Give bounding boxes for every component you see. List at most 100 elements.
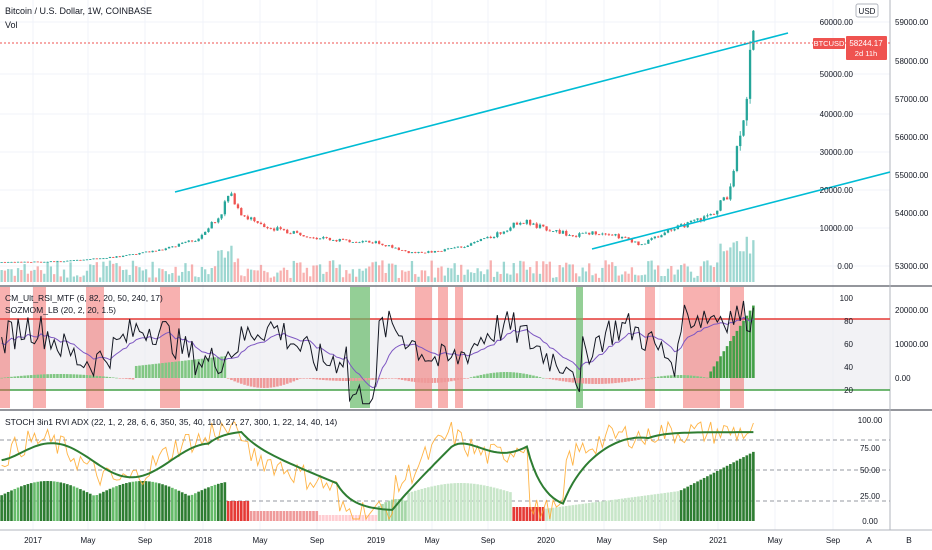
volume-bar [345,270,348,282]
momentum-bar [285,378,289,384]
time-axis-label: May [596,536,611,545]
volume-bar [381,260,384,282]
momentum-bar [607,378,611,384]
momentum-bar [640,378,644,380]
rsi-indicator-title[interactable]: CM_Ult_RSI_MTF (6, 82, 20, 50, 240, 17) [5,293,163,303]
volume-bar [7,269,10,282]
momentum-bar [384,378,388,379]
volume-bar [23,264,26,282]
candle-body [611,234,614,236]
volume-bar [246,268,249,282]
volume-bar [634,274,637,282]
upper-trendline[interactable] [174,32,789,193]
volume-bar [355,276,358,282]
volume-bar [197,277,200,282]
momentum-bar [496,372,499,378]
candle-body [20,261,23,263]
stoch-bar [262,511,266,521]
momentum-indicator-title[interactable]: SOZMOM_LB (20, 2, 20, 1.5) [5,305,116,315]
momentum-bar [289,378,292,383]
auto-scale-button[interactable]: A [866,535,872,545]
stoch-bar [239,501,243,521]
lower-trendline[interactable] [591,171,891,250]
candle-body [26,261,30,263]
momentum-bar [578,378,581,384]
volume-bar [420,270,423,282]
stoch-axis-label: 75.00 [860,444,881,453]
volume-bar [279,270,282,282]
momentum-bar [20,375,23,378]
stoch-bar [230,501,233,521]
volume-bar [492,276,496,282]
volume-bar [397,277,400,282]
stoch-bar [46,481,49,521]
momentum-bar [647,378,650,379]
momentum-bar [29,375,33,378]
symbol-title[interactable]: Bitcoin / U.S. Dollar, 1W, COINBASE [5,6,152,16]
momentum-bar [118,378,122,379]
candle-body [538,224,542,228]
momentum-bar [312,378,315,380]
candle-body [115,256,118,258]
volume-bar [387,263,391,282]
momentum-bar [518,373,522,378]
momentum-bar [627,378,630,382]
rsi-axis[interactable]: 100 80 60 40 20 [840,294,854,395]
stoch-bar [322,515,325,521]
momentum-bar [548,378,552,380]
momentum-bar [512,372,516,378]
stoch-bar [541,507,545,521]
momentum-bar [466,378,470,379]
momentum-bar [292,378,296,382]
momentum-bar [410,378,414,382]
volume-bar [515,273,519,282]
volume-bar [578,276,581,282]
candle-body [3,262,7,263]
momentum-bar [742,320,745,378]
volume-axis-label: 55000.00 [895,171,929,180]
stoch-indicator-title[interactable]: STOCH 3in1 RVI ADX (22, 1, 2, 28, 6, 6, … [5,417,337,427]
volume-bar [322,273,325,282]
momentum-bar [72,374,76,378]
volume-bar [627,273,630,282]
stoch-bar [98,493,102,521]
momentum-bar [476,375,479,378]
price-axis[interactable]: 60000.00 50000.00 40000.00 30000.00 20000.00… [820,18,854,271]
volume-bar [693,277,696,282]
momentum-bar [377,378,381,380]
momentum-bar [335,378,338,381]
time-axis[interactable]: 2017 May Sep 2018 May Sep 2019 May Sep 2020 May Sep… [24,536,841,545]
momentum-bar [715,361,719,378]
stoch-axis[interactable]: 100.00 75.00 50.00 25.00 0.00 [858,416,883,526]
stoch-bar [535,507,539,521]
candle-body [338,239,341,242]
candle-body [716,210,719,215]
stoch-bar [236,501,240,521]
volume-bar [33,269,36,282]
log-scale-button[interactable]: B [906,535,912,545]
momentum-bar [643,378,647,379]
momentum-bar [125,378,128,379]
stoch-bar [656,493,660,521]
volume-bar [456,274,460,282]
price-axis-label: 10000.00 [820,224,854,233]
momentum-bar [325,378,328,381]
stoch-bar [427,487,430,521]
candle-body [194,241,197,243]
candle-body [607,234,611,236]
momentum-bar [302,378,305,379]
stoch-bar [404,500,407,521]
candle-body [272,228,276,231]
stoch-bar [220,482,223,521]
stoch-bar [394,499,397,521]
stoch-bar [13,488,17,521]
currency-button[interactable]: USD [855,3,879,18]
candle-body [249,217,253,220]
stoch-bar [410,491,414,521]
stoch-bar [676,491,680,521]
volume-bar [332,260,335,282]
stoch-bar [164,485,168,521]
time-axis-label: May [252,536,267,545]
stoch-bar [742,457,745,521]
stoch-bar [348,515,351,521]
